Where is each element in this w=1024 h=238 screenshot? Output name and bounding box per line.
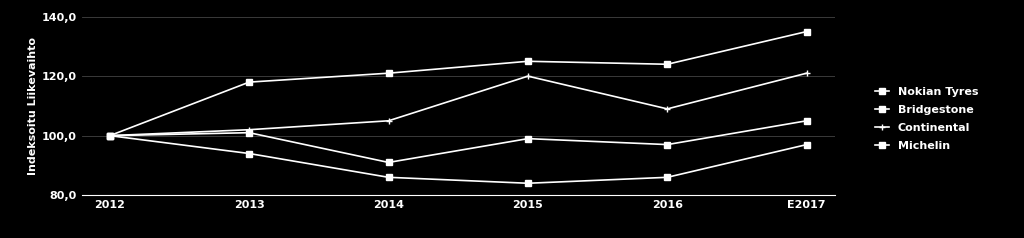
Nokian Tyres: [382, 72, 394, 74]
Line: Nokian Tyres: Nokian Tyres: [106, 28, 810, 139]
Continental: [522, 75, 535, 78]
Michelin: [522, 137, 535, 140]
Continental: [243, 128, 255, 131]
Bridgestone: [243, 152, 255, 155]
Nokian Tyres: [103, 134, 116, 137]
Line: Michelin: Michelin: [106, 117, 810, 166]
Michelin: [801, 119, 813, 122]
Bridgestone: [382, 176, 394, 179]
Bridgestone: [662, 176, 674, 179]
Michelin: [103, 134, 116, 137]
Continental: [801, 72, 813, 74]
Y-axis label: Indeksoitu Liikevaihto: Indeksoitu Liikevaihto: [28, 37, 38, 175]
Continental: [382, 119, 394, 122]
Nokian Tyres: [801, 30, 813, 33]
Michelin: [662, 143, 674, 146]
Nokian Tyres: [662, 63, 674, 66]
Line: Bridgestone: Bridgestone: [106, 132, 810, 187]
Bridgestone: [522, 182, 535, 185]
Continental: [662, 107, 674, 110]
Michelin: [382, 161, 394, 164]
Line: Continental: Continental: [106, 70, 810, 139]
Nokian Tyres: [243, 81, 255, 84]
Bridgestone: [103, 134, 116, 137]
Legend: Nokian Tyres, Bridgestone, Continental, Michelin: Nokian Tyres, Bridgestone, Continental, …: [872, 84, 981, 154]
Bridgestone: [801, 143, 813, 146]
Nokian Tyres: [522, 60, 535, 63]
Continental: [103, 134, 116, 137]
Michelin: [243, 131, 255, 134]
